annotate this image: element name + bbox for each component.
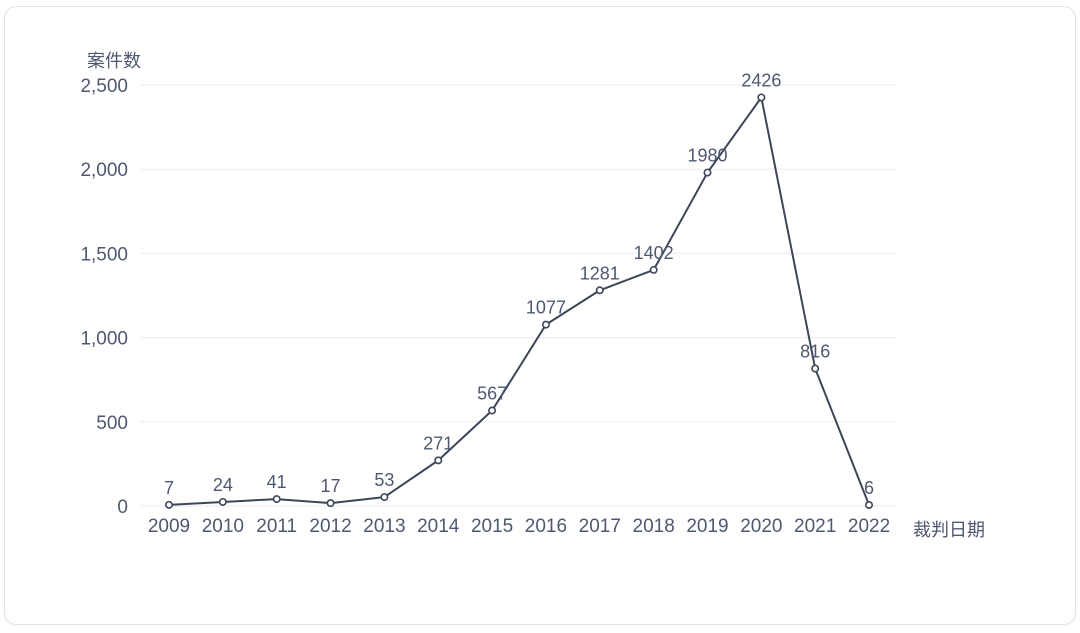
chart-card: 案件数 裁判日期 0 500 1,000 1,500 2,000 2,500 2009 201… — [4, 6, 1076, 625]
data-point[interactable] — [326, 499, 335, 508]
data-point[interactable] — [434, 456, 443, 465]
data-point[interactable] — [165, 500, 174, 509]
data-point[interactable] — [541, 320, 550, 329]
y-tick-label: 500 — [96, 413, 128, 434]
data-point-label: 1980 — [687, 146, 727, 166]
x-tick-label: 2021 — [794, 516, 836, 537]
x-tick-label: 2018 — [633, 516, 675, 537]
data-point-label: 24 — [213, 475, 233, 495]
y-tick-label: 2,000 — [80, 160, 128, 181]
x-tick-label: 2011 — [256, 516, 297, 537]
data-point-label: 1281 — [580, 263, 620, 283]
data-point[interactable] — [811, 364, 820, 373]
x-tick-label: 2020 — [740, 516, 782, 537]
data-point[interactable] — [488, 406, 497, 415]
data-point[interactable] — [272, 495, 281, 504]
y-tick-label: 1,000 — [80, 329, 128, 350]
data-point-label: 2426 — [741, 70, 781, 90]
data-point-label: 6 — [864, 478, 874, 498]
x-tick-label: 2017 — [579, 516, 621, 537]
data-point[interactable] — [757, 93, 766, 102]
x-tick-label: 2015 — [471, 516, 513, 537]
chart-svg: 0 500 1,000 1,500 2,000 2,500 2009 2010 2011 2012… — [80, 70, 896, 537]
data-point-label: 53 — [374, 470, 394, 490]
x-axis-title: 裁判日期 — [913, 520, 985, 540]
data-point-label: 816 — [800, 342, 830, 362]
y-tick-label: 1,500 — [80, 244, 128, 265]
data-point-label: 17 — [321, 476, 341, 496]
data-point-label: 271 — [423, 433, 453, 453]
data-point[interactable] — [703, 168, 712, 177]
data-point[interactable] — [595, 286, 604, 295]
y-axis-title: 案件数 — [87, 51, 141, 71]
y-tick-label: 2,500 — [80, 76, 128, 97]
data-point[interactable] — [218, 497, 227, 506]
data-point-label: 1077 — [526, 298, 566, 318]
data-point-label: 41 — [267, 472, 287, 492]
data-point[interactable] — [380, 493, 389, 502]
data-point-label: 7 — [164, 478, 174, 498]
x-tick-label: 2013 — [363, 516, 405, 537]
data-point-label: 567 — [477, 384, 507, 404]
x-tick-label: 2016 — [525, 516, 567, 537]
series-line — [168, 96, 870, 506]
x-tick-label: 2019 — [686, 516, 728, 537]
x-tick-label: 2010 — [202, 516, 244, 537]
x-tick-label: 2014 — [417, 516, 460, 537]
data-point-label: 1402 — [634, 243, 674, 263]
x-tick-label: 2009 — [148, 516, 190, 537]
y-tick-label: 0 — [117, 497, 128, 518]
data-point[interactable] — [865, 500, 874, 509]
data-point[interactable] — [649, 265, 658, 274]
x-tick-label: 2012 — [309, 516, 351, 537]
x-tick-label: 2022 — [848, 516, 890, 537]
